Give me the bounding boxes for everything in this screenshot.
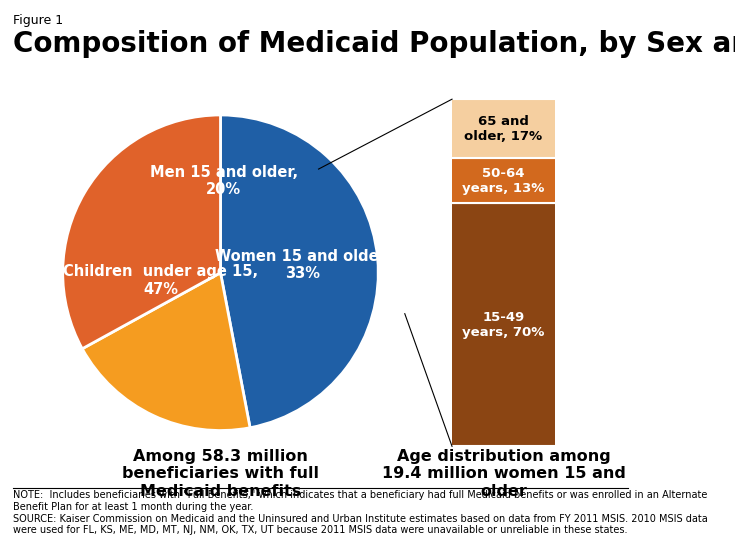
Wedge shape [62,115,220,349]
Text: Figure 1: Figure 1 [13,14,63,27]
Text: Children  under age 15,
47%: Children under age 15, 47% [63,264,258,297]
Bar [449,158,558,203]
Text: Women 15 and older,
33%: Women 15 and older, 33% [215,249,390,281]
Text: THE HENRY J.: THE HENRY J. [655,499,701,504]
Text: Men 15 and older,
20%: Men 15 and older, 20% [150,165,298,197]
Text: Composition of Medicaid Population, by Sex and Age, 2011: Composition of Medicaid Population, by S… [13,30,735,58]
Text: NOTE:  Includes beneficiaries with "Full Benefits," which indicates that a benef: NOTE: Includes beneficiaries with "Full … [13,490,708,535]
Wedge shape [82,273,250,430]
Text: 15-49
years, 70%: 15-49 years, 70% [462,311,545,339]
Wedge shape [220,115,379,428]
Text: Age distribution among
19.4 million women 15 and
older: Age distribution among 19.4 million wome… [381,449,625,499]
Text: 65 and
older, 17%: 65 and older, 17% [465,115,542,143]
Bar [449,203,558,446]
Text: Among 58.3 million
beneficiaries with full
Medicaid benefits: Among 58.3 million beneficiaries with fu… [122,449,319,499]
Text: 50-64
years, 13%: 50-64 years, 13% [462,167,545,195]
Bar [449,99,558,158]
Text: FOUNDATION: FOUNDATION [655,532,701,537]
Text: FAMILY: FAMILY [655,517,701,530]
Text: KAISER: KAISER [654,506,702,519]
